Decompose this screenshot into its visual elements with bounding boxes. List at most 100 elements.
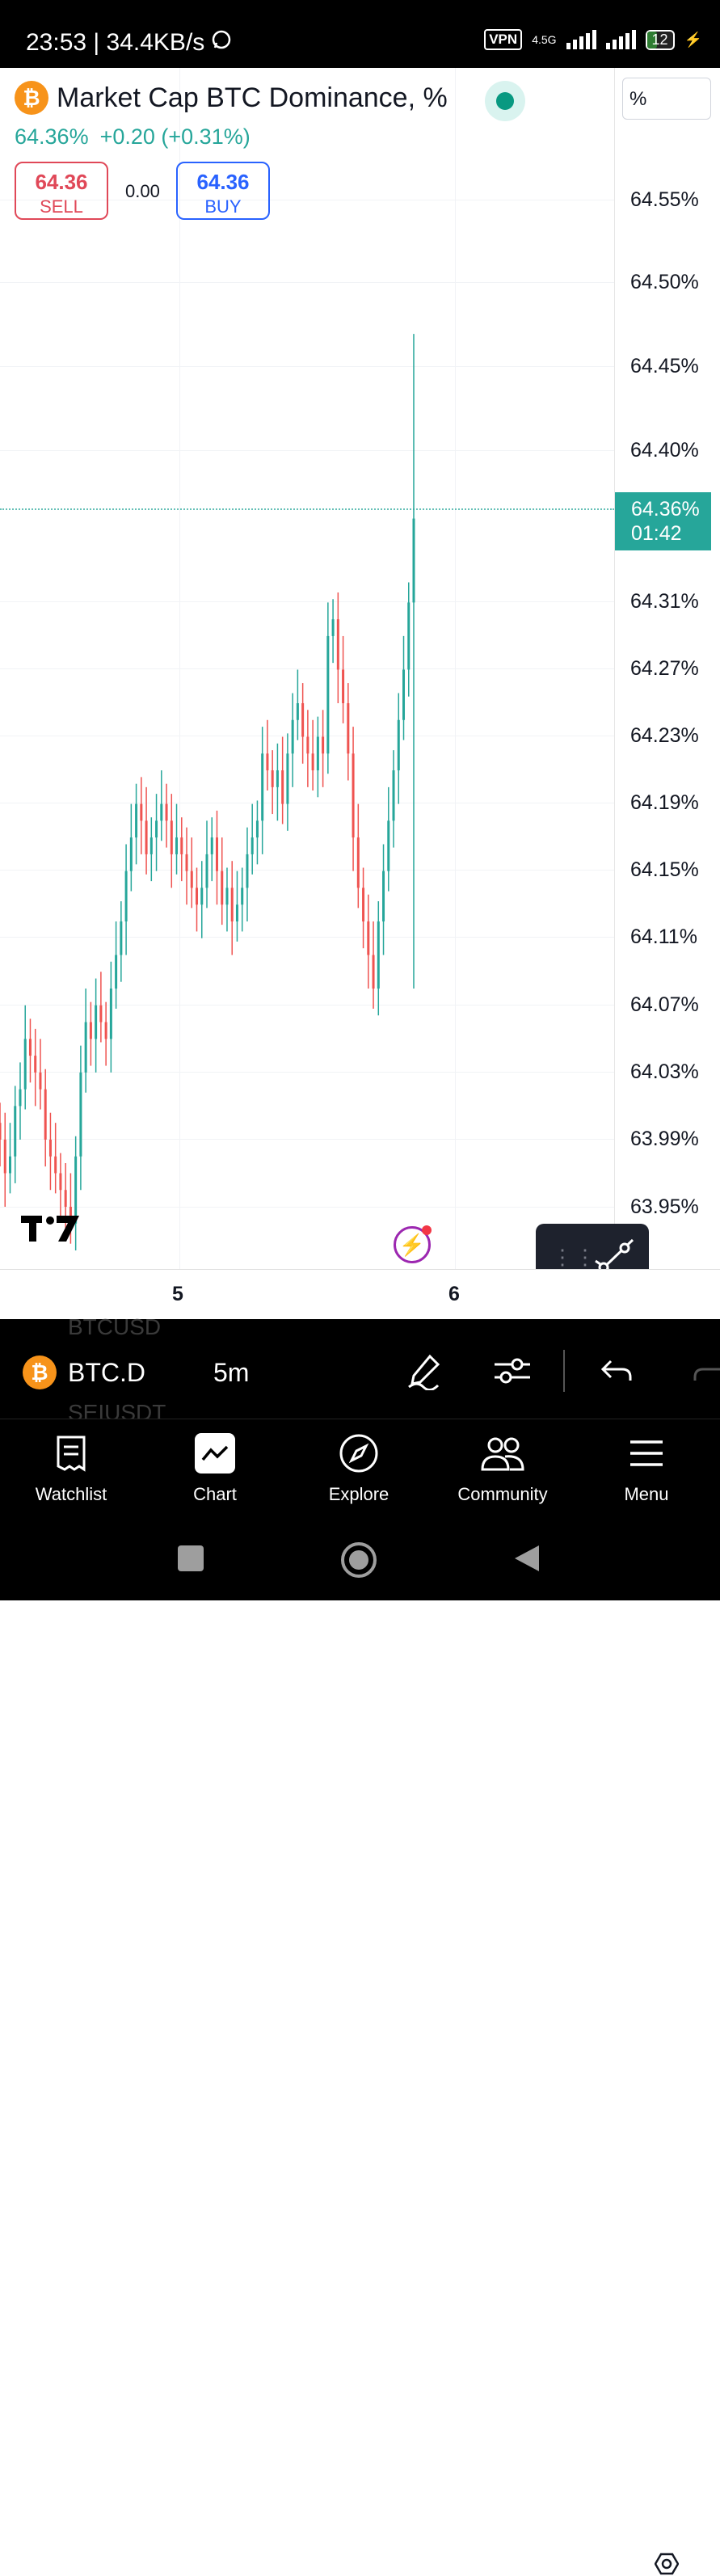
vpn-badge: VPN — [484, 29, 523, 50]
candle-down — [89, 1022, 92, 1039]
nav-chart[interactable]: Chart — [144, 1429, 286, 1505]
pen-draw-icon[interactable] — [406, 1351, 444, 1391]
candle-down — [230, 887, 234, 921]
price-axis-label: 64.27% — [630, 657, 699, 680]
last-value: 64.36% — [15, 124, 89, 149]
candle-up — [19, 1089, 22, 1107]
candle-down — [104, 1022, 107, 1039]
candle-down — [301, 703, 305, 737]
candle-up — [84, 1022, 87, 1073]
gridline-horizontal — [0, 870, 614, 871]
last-price-value: 64.36% — [631, 498, 700, 521]
gridline-vertical — [455, 68, 456, 1269]
nav-explore[interactable]: Explore — [288, 1429, 430, 1505]
candle-down — [64, 1190, 67, 1207]
spread-value: 0.00 — [125, 181, 160, 201]
candle-up — [95, 1005, 98, 1039]
candle-up — [155, 820, 158, 838]
buy-price: 64.36 — [196, 170, 250, 194]
candle-down — [185, 854, 188, 871]
price-axis-label: 64.03% — [630, 1060, 699, 1083]
price-axis-label: 64.07% — [630, 993, 699, 1016]
candle-up — [326, 635, 330, 754]
candle-up — [241, 887, 244, 905]
candle-down — [59, 1173, 62, 1191]
nav-watchlist[interactable]: Watchlist — [0, 1429, 142, 1505]
candle-up — [160, 803, 163, 821]
candle-down — [145, 820, 148, 854]
candle-down — [356, 837, 360, 888]
candle-down — [352, 753, 355, 838]
prev-symbol-ghost: BTCUSD — [68, 1314, 162, 1339]
btc-logo-icon: ₿ — [23, 1355, 57, 1389]
redo-icon[interactable] — [692, 1351, 720, 1390]
candle-up — [392, 770, 395, 821]
candle-up — [175, 837, 179, 854]
candle-up — [74, 1156, 78, 1224]
price-axis-label: 64.45% — [630, 355, 699, 377]
candle-up — [276, 770, 279, 787]
symbol-selector[interactable]: ₿ BTC.D — [23, 1355, 145, 1389]
candle-up — [79, 1072, 82, 1157]
candle-down — [362, 887, 365, 921]
nav-menu[interactable]: Menu — [575, 1429, 718, 1505]
candle-up — [235, 904, 238, 921]
status-time-speed: 23:53 | 34.4KB/s — [26, 29, 205, 56]
timeframe-selector[interactable]: 5m — [213, 1358, 250, 1387]
undo-icon[interactable] — [598, 1351, 637, 1390]
last-price-line — [0, 508, 614, 510]
candle-down — [311, 753, 314, 771]
drag-handle-icon[interactable]: ⋮⋮ — [552, 1245, 597, 1269]
battery-icon: 12 — [645, 29, 675, 50]
price-axis-label: 64.40% — [630, 439, 699, 462]
axis-settings-icon[interactable] — [655, 2552, 679, 2576]
candle-down — [336, 619, 339, 670]
candle-down — [48, 1139, 52, 1157]
buy-button[interactable]: 64.36 BUY — [176, 162, 270, 220]
symbol-title[interactable]: Market Cap BTC Dominance, % — [57, 82, 448, 113]
candle-up — [109, 989, 112, 1039]
candle-up — [402, 669, 406, 720]
gridline-horizontal — [0, 1139, 614, 1140]
nav-community[interactable]: Community — [432, 1429, 574, 1505]
back-icon[interactable] — [512, 1544, 541, 1573]
system-navigation-bar — [0, 1520, 720, 1600]
candle-down — [190, 871, 193, 888]
candle-down — [180, 837, 183, 854]
chart-icon — [195, 1433, 235, 1474]
candle-up — [225, 887, 229, 905]
indicators-icon[interactable] — [493, 1351, 532, 1390]
battery-level: 12 — [651, 31, 668, 48]
lightning-alert-icon[interactable]: ⚡ — [394, 1225, 432, 1263]
candle-down — [215, 837, 218, 871]
home-icon[interactable] — [340, 1541, 377, 1579]
gridline-horizontal — [0, 1207, 614, 1208]
candle-up — [397, 719, 400, 771]
signal-icon — [566, 30, 596, 49]
status-bar: 23:53 | 34.4KB/s VPN 4.5G 12 ⚡ — [0, 0, 720, 68]
recent-apps-icon[interactable] — [176, 1544, 205, 1573]
candlestick-series — [0, 334, 415, 1250]
symbol-header[interactable]: ₿ Market Cap BTC Dominance, % — [15, 81, 448, 115]
candle-down — [266, 753, 269, 771]
candle-up — [115, 955, 118, 989]
candle-down — [271, 770, 274, 787]
status-left: 23:53 | 34.4KB/s — [26, 29, 232, 57]
candle-down — [99, 1005, 103, 1022]
gridline-horizontal — [0, 282, 614, 283]
percent-scale-toggle[interactable]: % — [622, 78, 711, 120]
gridline-vertical — [179, 68, 180, 1269]
candle-up — [412, 518, 415, 603]
sell-button[interactable]: 64.36 SELL — [15, 162, 108, 220]
candle-up — [291, 719, 294, 754]
tradingview-logo-icon[interactable] — [21, 1212, 79, 1254]
candle-up — [261, 753, 264, 821]
candle-up — [120, 921, 123, 955]
market-status-icon[interactable] — [485, 81, 525, 121]
candle-down — [281, 770, 284, 804]
quote-line: 64.36% +0.20 (+0.31%) — [15, 124, 251, 150]
time-axis[interactable]: 5 6 — [0, 1269, 720, 2575]
chart-area[interactable] — [0, 68, 720, 1319]
gridline-horizontal — [0, 1005, 614, 1006]
buy-label: BUY — [204, 196, 242, 217]
